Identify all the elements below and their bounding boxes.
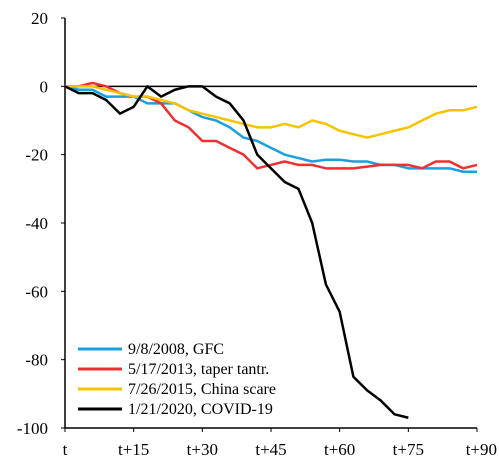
legend-label: 5/17/2013, taper tantr. bbox=[128, 361, 269, 378]
series-line bbox=[64, 85, 477, 173]
x-tick-label: t+75 bbox=[393, 440, 424, 458]
series-line bbox=[64, 85, 409, 419]
x-tick-label: t+30 bbox=[187, 440, 218, 458]
x-tick-label: t bbox=[63, 440, 68, 458]
y-tick-label: -80 bbox=[25, 351, 48, 370]
y-tick-label: -40 bbox=[25, 214, 48, 233]
y-tick-label: 0 bbox=[40, 77, 49, 96]
series-line bbox=[65, 85, 478, 139]
x-tick-label: t+15 bbox=[118, 440, 149, 458]
x-tick-label: t+90 bbox=[466, 440, 497, 458]
x-tick-label: t+60 bbox=[324, 440, 355, 458]
y-tick-label: -20 bbox=[25, 146, 48, 165]
legend-label: 1/21/2020, COVID-19 bbox=[128, 401, 273, 418]
y-tick-label: -100 bbox=[17, 419, 48, 438]
legend-label: 9/8/2008, GFC bbox=[128, 341, 224, 358]
y-tick-label: -60 bbox=[25, 282, 48, 301]
y-tick-label: 20 bbox=[31, 9, 48, 28]
legend-label: 7/26/2015, China scare bbox=[128, 381, 276, 398]
x-tick-label: t+45 bbox=[255, 440, 286, 458]
